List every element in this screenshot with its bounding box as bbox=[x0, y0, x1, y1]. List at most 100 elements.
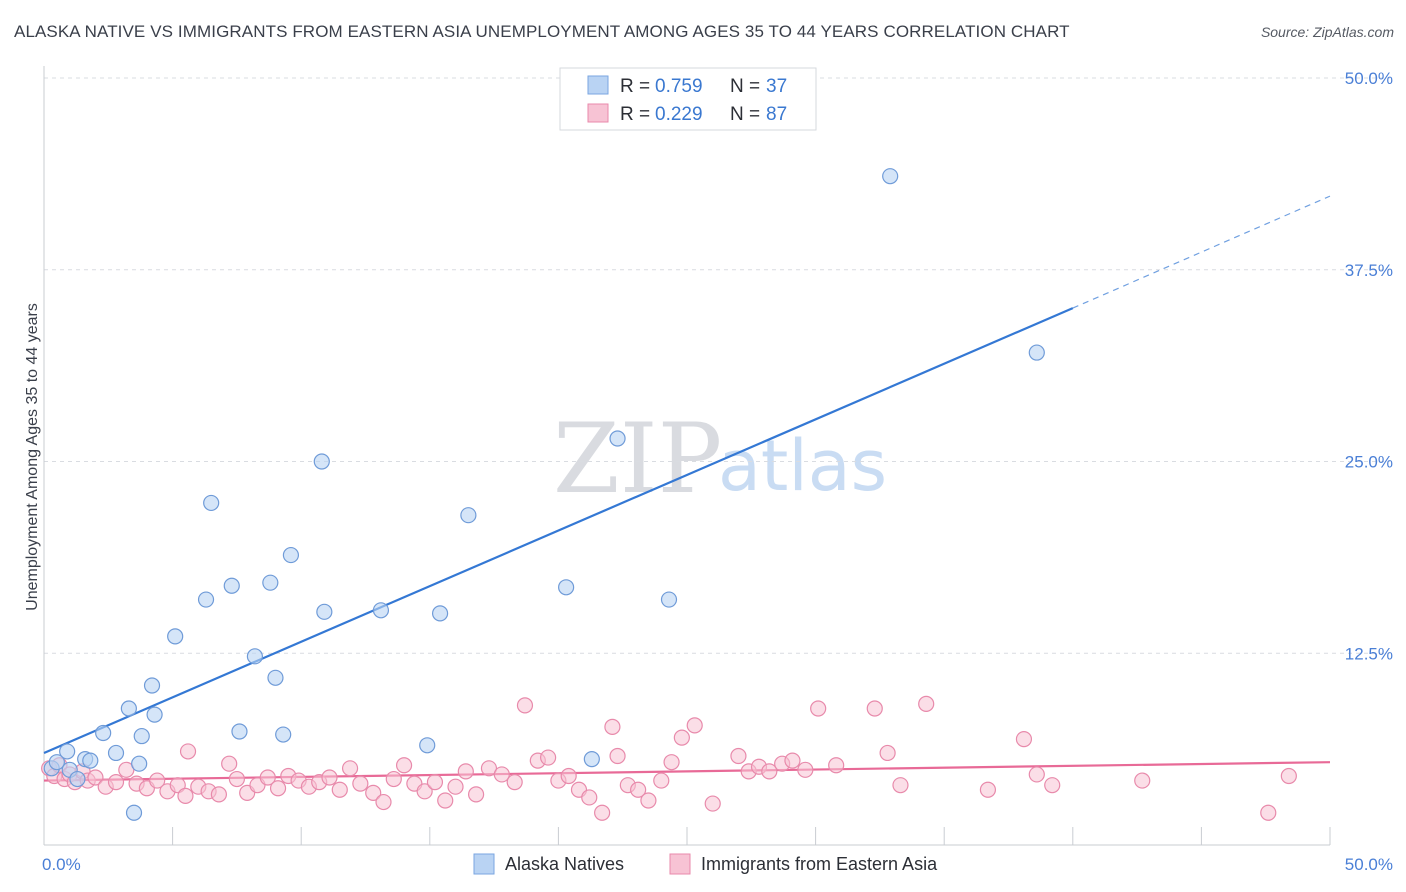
data-point-alaska bbox=[95, 724, 112, 742]
data-point-eastern-asia bbox=[730, 747, 747, 765]
data-point-alaska bbox=[246, 648, 264, 665]
data-point-alaska bbox=[583, 750, 600, 768]
correlation-legend: R = 0.759 N = 37 R = 0.229 N = 87 bbox=[559, 67, 817, 131]
data-point-alaska bbox=[120, 700, 137, 717]
data-point-eastern-asia bbox=[609, 747, 626, 765]
data-point-alaska bbox=[48, 754, 65, 771]
data-point-eastern-asia bbox=[149, 772, 166, 789]
data-point-eastern-asia bbox=[375, 793, 392, 811]
x-tick-label: 0.0% bbox=[42, 855, 81, 874]
data-point-eastern-asia bbox=[365, 784, 382, 801]
data-point-alaska bbox=[69, 770, 86, 788]
data-points bbox=[41, 168, 1297, 821]
data-point-eastern-asia bbox=[673, 729, 690, 746]
data-point-eastern-asia bbox=[416, 783, 433, 800]
data-point-eastern-asia bbox=[1260, 804, 1277, 821]
data-point-alaska bbox=[231, 723, 248, 740]
data-point-eastern-asia bbox=[640, 792, 657, 809]
data-point-eastern-asia bbox=[1280, 767, 1297, 785]
data-point-alaska bbox=[143, 677, 161, 694]
data-point-eastern-asia bbox=[594, 804, 611, 821]
legend-r-value-1: 0.759 bbox=[655, 76, 703, 97]
data-point-eastern-asia bbox=[341, 760, 359, 777]
data-point-alaska bbox=[82, 752, 99, 769]
data-point-alaska bbox=[267, 669, 284, 686]
data-point-eastern-asia bbox=[604, 718, 621, 735]
data-point-alaska bbox=[146, 706, 163, 723]
data-point-alaska bbox=[431, 605, 449, 622]
axes bbox=[43, 66, 1331, 846]
gridlines bbox=[44, 77, 1390, 654]
x-tick-label: 50.0% bbox=[1345, 855, 1393, 874]
data-point-eastern-asia bbox=[352, 775, 369, 792]
data-point-eastern-asia bbox=[395, 757, 413, 774]
bottom-legend-eastern-asia: Immigrants from Eastern Asia bbox=[701, 854, 938, 874]
data-point-eastern-asia bbox=[892, 777, 909, 794]
data-point-alaska bbox=[609, 430, 626, 447]
data-point-eastern-asia bbox=[1015, 731, 1033, 748]
data-point-alaska bbox=[167, 628, 184, 645]
data-point-alaska bbox=[275, 726, 292, 743]
data-point-eastern-asia bbox=[259, 769, 276, 786]
chart-title: ALASKA NATIVE VS IMMIGRANTS FROM EASTERN… bbox=[14, 22, 1070, 41]
data-point-alaska bbox=[660, 591, 678, 608]
data-point-alaska bbox=[419, 737, 436, 754]
data-point-eastern-asia bbox=[506, 774, 523, 791]
data-point-eastern-asia bbox=[540, 749, 557, 766]
data-point-alaska bbox=[125, 804, 143, 821]
data-point-eastern-asia bbox=[331, 781, 348, 798]
data-point-eastern-asia bbox=[480, 760, 498, 777]
data-point-alaska bbox=[1028, 344, 1045, 361]
data-point-alaska bbox=[107, 744, 125, 762]
data-point-eastern-asia bbox=[457, 763, 474, 780]
data-point-eastern-asia bbox=[828, 757, 845, 774]
y-tick-label: 50.0% bbox=[1345, 69, 1393, 88]
data-point-eastern-asia bbox=[210, 786, 227, 803]
data-point-alaska bbox=[316, 603, 333, 620]
data-point-alaska bbox=[197, 591, 215, 608]
bottom-legend-swatch-eastern-asia bbox=[669, 853, 691, 875]
data-point-eastern-asia bbox=[118, 761, 135, 778]
data-point-eastern-asia bbox=[228, 770, 245, 788]
data-point-eastern-asia bbox=[879, 744, 896, 762]
data-point-alaska bbox=[262, 574, 279, 591]
data-point-eastern-asia bbox=[581, 789, 598, 806]
data-point-eastern-asia bbox=[979, 781, 997, 798]
data-point-eastern-asia bbox=[177, 787, 194, 805]
data-point-eastern-asia bbox=[437, 792, 454, 809]
data-point-eastern-asia bbox=[221, 755, 238, 772]
data-point-eastern-asia bbox=[797, 761, 814, 778]
y-tick-label: 25.0% bbox=[1345, 453, 1393, 472]
legend-n-value-1: 37 bbox=[766, 76, 787, 97]
legend-r-label-1: R = bbox=[620, 76, 650, 97]
data-point-eastern-asia bbox=[560, 767, 577, 785]
legend-swatch-alaska bbox=[587, 75, 609, 95]
data-point-eastern-asia bbox=[1134, 772, 1151, 789]
source-label: Source: ZipAtlas.com bbox=[1260, 24, 1394, 40]
data-point-alaska bbox=[313, 453, 330, 470]
data-point-eastern-asia bbox=[493, 766, 510, 783]
watermark-zip: ZIP bbox=[553, 403, 722, 515]
legend-r-value-2: 0.229 bbox=[655, 104, 703, 125]
data-point-eastern-asia bbox=[704, 795, 721, 812]
legend-r-label-2: R = bbox=[620, 104, 650, 125]
data-point-eastern-asia bbox=[866, 700, 883, 717]
data-point-eastern-asia bbox=[810, 700, 827, 717]
data-point-eastern-asia bbox=[385, 770, 402, 788]
data-point-alaska bbox=[282, 546, 300, 564]
data-point-alaska bbox=[558, 579, 575, 596]
data-point-alaska bbox=[133, 727, 150, 745]
data-point-eastern-asia bbox=[1044, 777, 1061, 794]
data-point-eastern-asia bbox=[269, 780, 287, 797]
data-point-eastern-asia bbox=[467, 786, 485, 803]
legend-swatch-eastern-asia bbox=[587, 103, 609, 123]
tick-labels: 12.5% 25.0% 37.5% 50.0% 0.0% 50.0% bbox=[42, 69, 1393, 874]
data-point-eastern-asia bbox=[1028, 766, 1045, 783]
data-point-eastern-asia bbox=[918, 695, 935, 712]
series-legend: Alaska Natives Immigrants from Eastern A… bbox=[473, 853, 938, 875]
data-point-eastern-asia bbox=[426, 774, 444, 791]
data-point-eastern-asia bbox=[87, 769, 104, 786]
data-point-eastern-asia bbox=[630, 781, 647, 798]
data-point-alaska bbox=[223, 577, 240, 594]
